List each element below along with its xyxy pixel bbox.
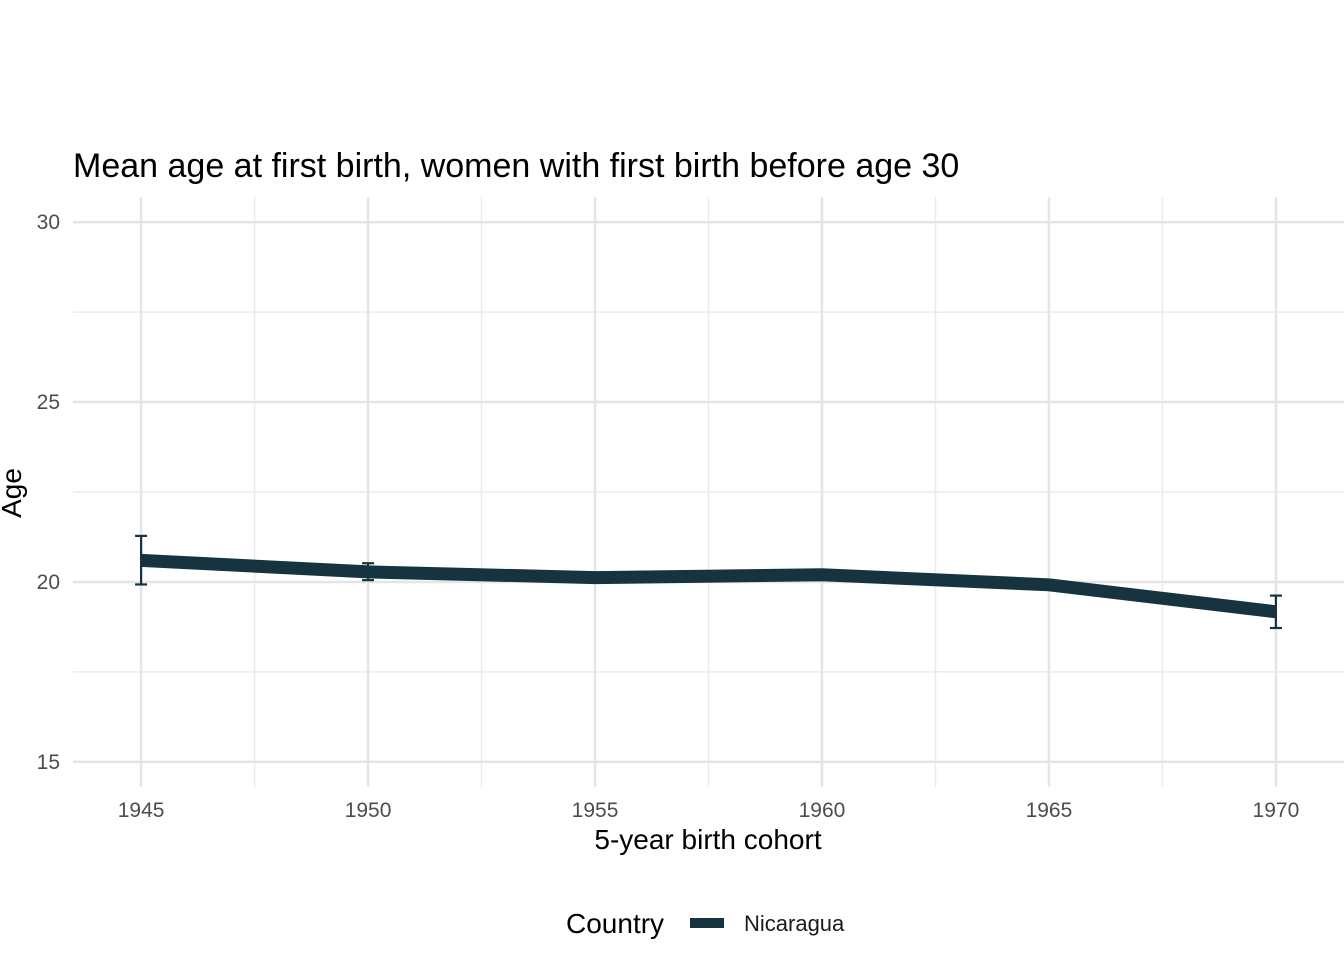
y-tick-label: 30 — [37, 211, 60, 234]
chart-title: Mean age at first birth, women with firs… — [73, 147, 959, 185]
legend-title: Country — [566, 908, 664, 939]
x-tick-label: 1960 — [799, 799, 846, 822]
series-line-nicaragua — [140, 553, 1277, 619]
series-layer — [135, 534, 1282, 630]
y-tick-label: 25 — [37, 391, 60, 414]
x-axis-title: 5-year birth cohort — [594, 824, 821, 855]
grid-major — [73, 197, 1344, 787]
y-axis-title: Age — [0, 468, 27, 518]
error-bar — [362, 562, 375, 582]
x-tick-label: 1955 — [572, 799, 619, 822]
error-bar — [589, 572, 602, 584]
y-tick-label: 15 — [37, 751, 60, 774]
error-bar — [135, 534, 148, 586]
error-bar — [1042, 579, 1055, 591]
x-tick-label: 1950 — [345, 799, 392, 822]
legend-label-nicaragua: Nicaragua — [744, 911, 845, 936]
grid-minor — [73, 197, 1344, 787]
legend-key-nicaragua — [690, 918, 724, 928]
x-axis-tick-labels: 1945 1950 1955 1960 1965 1970 — [118, 799, 1300, 822]
x-tick-label: 1965 — [1026, 799, 1073, 822]
legend: Country Nicaragua — [566, 908, 845, 939]
y-tick-label: 20 — [37, 571, 60, 594]
x-tick-label: 1970 — [1253, 799, 1300, 822]
x-tick-label: 1945 — [118, 799, 165, 822]
y-axis-tick-labels: 15 20 25 30 — [37, 211, 60, 774]
